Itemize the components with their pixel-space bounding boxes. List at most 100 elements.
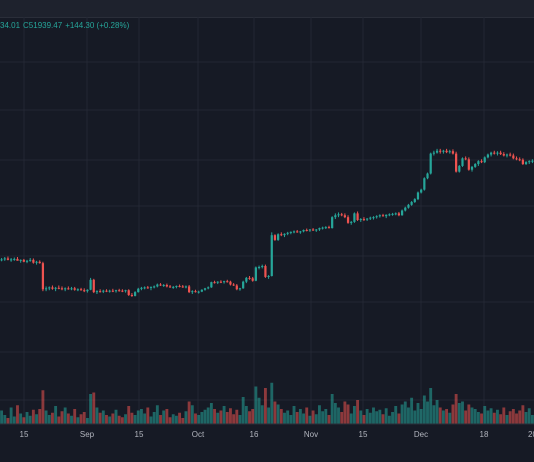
candle[interactable] [343,213,346,219]
candle[interactable] [0,257,3,262]
candle[interactable] [356,211,359,221]
candle[interactable] [423,177,426,191]
candle[interactable] [264,264,267,278]
candle[interactable] [146,285,149,289]
candle[interactable] [210,281,213,288]
candle[interactable] [340,212,343,217]
candle[interactable] [308,229,312,232]
candle[interactable] [67,286,70,290]
candle[interactable] [391,212,394,216]
candle[interactable] [44,286,48,292]
candle[interactable] [331,216,334,229]
candle[interactable] [3,257,6,261]
candle[interactable] [270,232,273,277]
candle[interactable] [213,280,216,284]
candle[interactable] [321,226,324,230]
candle[interactable] [470,165,474,172]
candle[interactable] [242,280,245,289]
candle[interactable] [127,289,130,296]
candle[interactable] [464,156,467,161]
candle[interactable] [175,285,178,289]
candle[interactable] [334,213,337,220]
candle[interactable] [114,289,118,293]
candle[interactable] [32,258,35,264]
candle[interactable] [486,153,490,159]
candle[interactable] [416,191,420,201]
candle[interactable] [105,289,108,293]
candle[interactable] [315,229,318,232]
candle[interactable] [461,157,464,167]
candle[interactable] [29,257,32,262]
candle[interactable] [70,286,73,291]
candle[interactable] [251,276,254,282]
candle[interactable] [289,231,292,235]
candle[interactable] [448,149,451,154]
candle[interactable] [83,288,86,293]
candle[interactable] [521,158,524,165]
candle[interactable] [95,290,99,295]
candle[interactable] [235,284,238,291]
candle[interactable] [108,289,111,293]
candle[interactable] [394,212,397,216]
candle[interactable] [261,264,264,269]
candle[interactable] [6,256,10,261]
candle[interactable] [86,289,89,293]
candle[interactable] [451,149,455,155]
candle[interactable] [197,290,200,294]
candle[interactable] [372,216,375,220]
candle[interactable] [359,218,362,222]
candle[interactable] [426,172,429,180]
candle[interactable] [531,159,534,164]
candle[interactable] [496,151,499,156]
candle[interactable] [184,285,188,289]
candle[interactable] [60,286,64,291]
candle[interactable] [172,285,175,289]
candle[interactable] [159,283,162,286]
candle[interactable] [432,150,435,156]
candle[interactable] [22,258,25,263]
candle[interactable] [111,288,114,293]
candle[interactable] [505,153,509,158]
candle[interactable] [324,226,327,230]
candle[interactable] [124,289,127,293]
candle[interactable] [311,228,315,231]
candle[interactable] [318,227,321,231]
candle[interactable] [280,232,283,237]
candle[interactable] [292,230,296,234]
candle[interactable] [366,218,369,221]
candle[interactable] [413,198,416,203]
candle[interactable] [493,150,496,155]
candle[interactable] [181,285,184,288]
candle[interactable] [162,284,165,287]
candle[interactable] [458,164,461,173]
candle[interactable] [203,287,207,291]
candle[interactable] [143,286,146,290]
candle[interactable] [489,151,493,157]
candle[interactable] [404,206,407,212]
candle[interactable] [299,230,302,234]
candle[interactable] [286,231,289,236]
candle[interactable] [305,228,308,232]
candle[interactable] [10,257,13,262]
candle[interactable] [48,286,51,291]
candle[interactable] [149,286,153,291]
candle[interactable] [467,157,470,171]
candle[interactable] [283,233,286,238]
candle[interactable] [435,148,439,154]
candle[interactable] [121,289,124,293]
candle[interactable] [524,161,528,165]
candle[interactable] [226,279,229,283]
candle[interactable] [41,261,45,292]
candle[interactable] [13,257,16,261]
candle[interactable] [140,286,143,291]
candle[interactable] [420,188,423,194]
candle[interactable] [216,281,219,285]
candle[interactable] [168,285,172,288]
candle[interactable] [73,286,76,291]
candle[interactable] [296,229,299,233]
candle[interactable] [346,215,350,224]
candle[interactable] [480,159,483,164]
candle[interactable] [512,153,515,160]
candle[interactable] [385,214,388,219]
candle[interactable] [277,233,280,241]
